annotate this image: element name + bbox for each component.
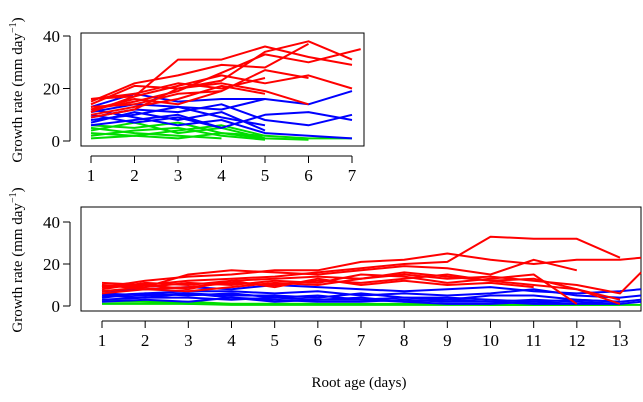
- top-y-axis-label-sup: −1: [8, 22, 19, 33]
- bottom-x-tick-label-5: 6: [314, 331, 323, 350]
- bottom-y-axis-label-sup: −1: [8, 192, 19, 203]
- bottom-x-tick-label-1: 2: [141, 331, 150, 350]
- top-series-line-red-4: [90, 74, 353, 114]
- top-series-line-red-1: [90, 40, 353, 106]
- top-series-line-red-3: [90, 43, 309, 103]
- bottom-x-tick-label-10: 11: [525, 331, 541, 350]
- top-x-tick-label-5: 6: [304, 166, 313, 185]
- bottom-x-tick-label-8: 9: [443, 331, 452, 350]
- top-series-line-green-23: [90, 132, 309, 141]
- bottom-x-tick-label-2: 3: [184, 331, 193, 350]
- bottom-series-line-red-6: [101, 271, 642, 295]
- bottom-series-line-blue-14: [101, 292, 577, 305]
- top-series-line-red-7: [90, 84, 266, 116]
- bottom-y-axis-label-main: Growth rate (mm day: [10, 203, 26, 333]
- top-x-tick-label-6: 7: [348, 166, 357, 185]
- bottom-series-line-red-0: [101, 235, 621, 286]
- top-x-tick-label-2: 3: [174, 166, 183, 185]
- top-y-axis-label-close: ): [10, 17, 26, 22]
- top-y-axis-label: Growth rate (mm day−1): [8, 17, 26, 162]
- top-x-tick-label-1: 2: [130, 166, 139, 185]
- top-y-tick-label-0: 0: [52, 132, 61, 151]
- top-panel: 0 20 40 1 2 3 4 5 6 7 Growth rate (mm day−1): [8, 17, 365, 185]
- top-x-tick-label-0: 1: [87, 166, 96, 185]
- top-series-line-red-9: [90, 90, 222, 111]
- top-series-line-blue-17: [90, 113, 222, 129]
- bottom-x-tick-label-0: 1: [98, 331, 107, 350]
- bottom-x-tick-label-9: 10: [482, 331, 499, 350]
- bottom-plot-frame: [80, 206, 642, 312]
- bottom-series-line-red-2: [101, 258, 578, 289]
- bottom-series-line-red-7: [101, 277, 534, 291]
- bottom-y-tick-label-0: 0: [52, 297, 61, 316]
- bottom-x-tick-label-6: 7: [357, 331, 366, 350]
- top-series-group: [90, 40, 361, 141]
- bottom-x-tick-label-3: 4: [227, 331, 236, 350]
- top-x-tick-label-3: 4: [217, 166, 226, 185]
- top-series-line-red-8: [90, 82, 309, 119]
- top-y-axis-label-main: Growth rate (mm day: [10, 33, 26, 163]
- top-y-tick-label-2: 40: [43, 27, 60, 46]
- top-x-tick-label-4: 5: [261, 166, 270, 185]
- top-plot-frame: [80, 32, 365, 147]
- top-y-tick-label-1: 20: [43, 80, 60, 99]
- bottom-x-axis-label: Root age (days): [312, 375, 407, 391]
- bottom-series-line-red-1: [101, 252, 642, 289]
- bottom-y-axis-label-close: ): [10, 187, 26, 192]
- bottom-y-tick-label-2: 40: [43, 213, 60, 232]
- bottom-x-tick-label-7: 8: [400, 331, 409, 350]
- top-series-line-green-22: [90, 126, 222, 140]
- top-series-line-red-2: [90, 48, 361, 111]
- bottom-series-line-blue-13: [101, 296, 620, 305]
- bottom-series-line-red-5: [101, 273, 621, 305]
- bottom-x-tick-label-4: 5: [270, 331, 279, 350]
- bottom-x-tick-label-11: 12: [568, 331, 585, 350]
- bottom-series-group: [101, 235, 642, 306]
- top-series-line-green-19: [90, 121, 266, 140]
- bottom-y-tick-label-1: 20: [43, 255, 60, 274]
- bottom-x-tick-label-12: 13: [612, 331, 629, 350]
- top-axes-group: 0 20 40 1 2 3 4 5 6 7: [43, 27, 357, 185]
- top-series-line-blue-16: [90, 108, 353, 140]
- bottom-y-axis-label: Growth rate (mm day−1): [8, 187, 26, 332]
